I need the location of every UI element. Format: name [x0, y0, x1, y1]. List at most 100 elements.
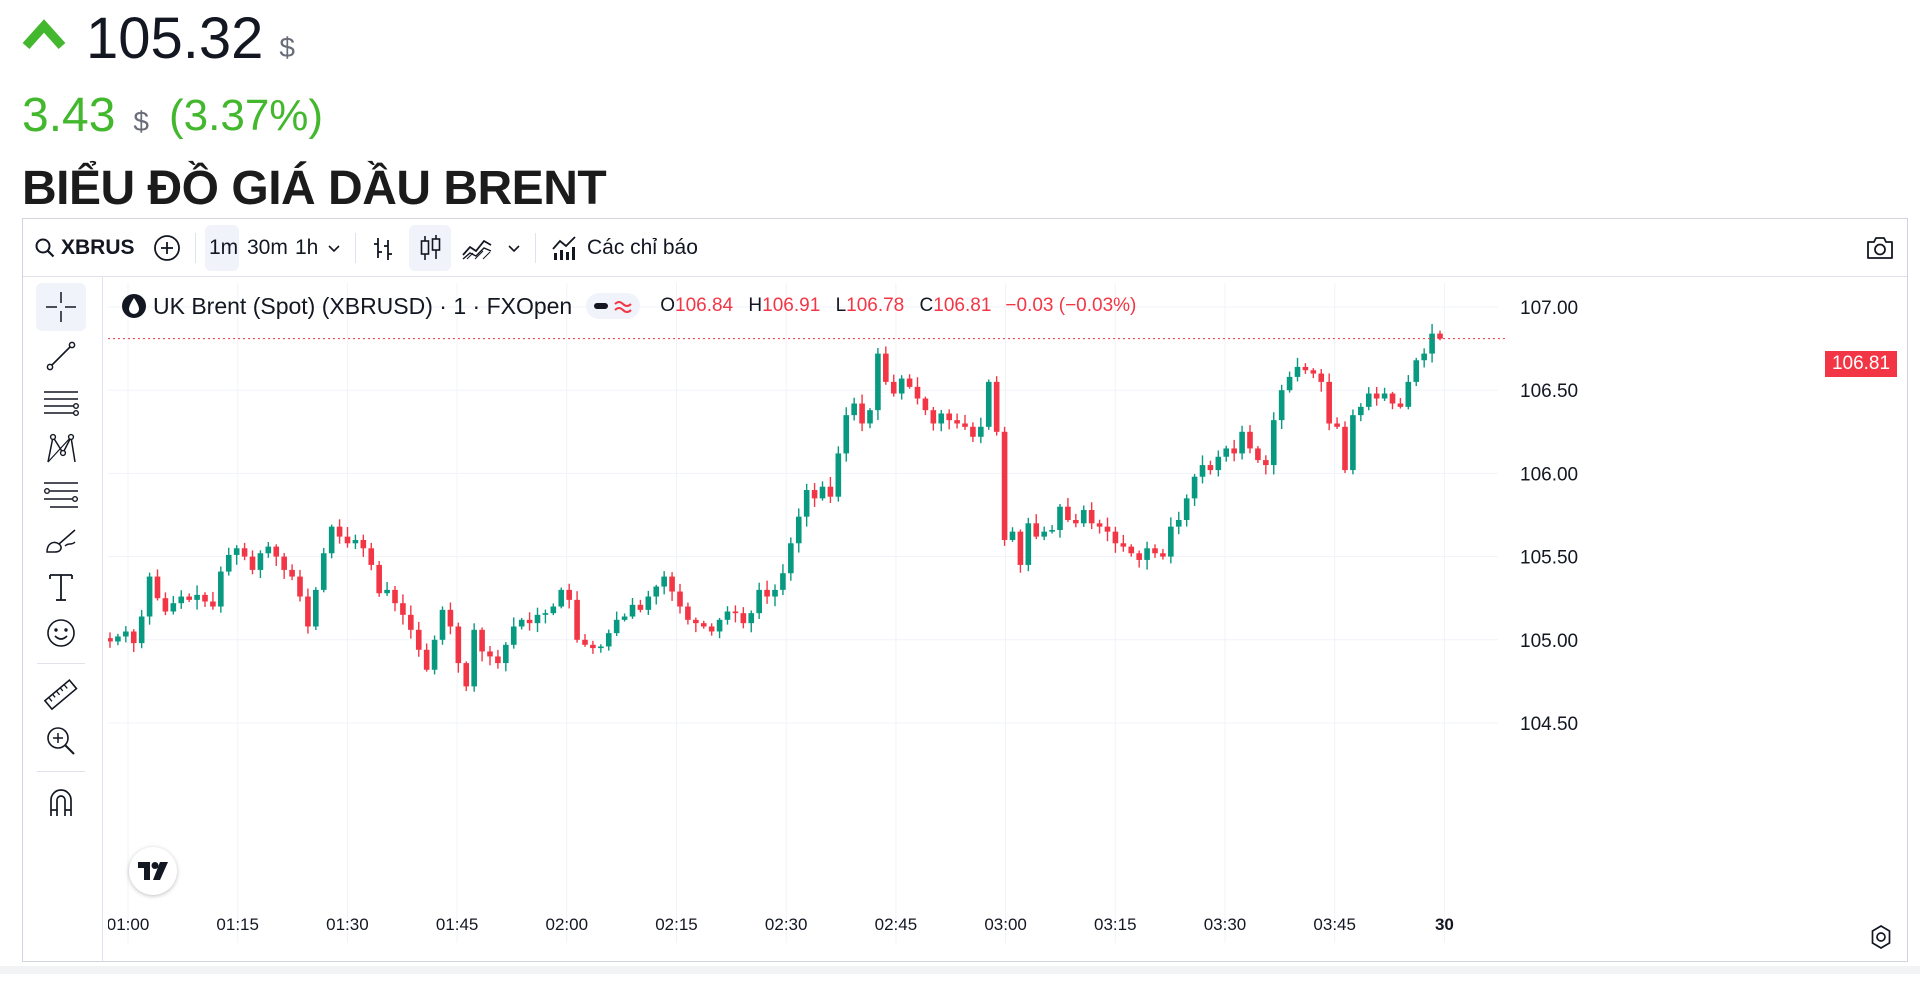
candle	[1065, 497, 1071, 522]
candle	[1183, 494, 1190, 527]
candle	[455, 622, 462, 673]
candle	[629, 598, 636, 619]
candle	[431, 635, 438, 675]
candle	[795, 508, 802, 553]
candle	[1413, 357, 1420, 387]
chart-widget: XBRUSD 1m 30m 1h	[22, 218, 1908, 962]
candle	[1318, 369, 1325, 392]
candle	[993, 376, 1000, 436]
candle	[819, 481, 826, 501]
crosshair-icon	[46, 292, 76, 322]
candle	[194, 585, 200, 610]
candle	[1009, 527, 1016, 542]
ruler-tool[interactable]	[36, 671, 86, 719]
candle	[566, 583, 572, 609]
fib-tool[interactable]	[36, 471, 86, 519]
candle-style-button[interactable]	[417, 219, 443, 277]
y-tick-label: 105.50	[1520, 548, 1578, 569]
chart-settings-button[interactable]	[1869, 925, 1893, 954]
candle	[788, 537, 794, 581]
indicators-icon	[552, 236, 576, 260]
candle	[780, 564, 786, 596]
price-chart[interactable]: 107.00 106.50 106.00 105.50 105.00 104.50 01:…	[108, 283, 1904, 959]
candle	[748, 610, 755, 633]
y-tick-label: 104.50	[1520, 714, 1578, 735]
parallel-lines-tool[interactable]	[36, 379, 86, 427]
candle	[1152, 544, 1158, 558]
candle	[281, 552, 287, 579]
tradingview-logo[interactable]	[129, 847, 177, 895]
interval-dropdown[interactable]	[327, 219, 341, 277]
text-tool[interactable]	[36, 563, 86, 611]
candle	[289, 564, 295, 581]
emoji-tool[interactable]	[36, 609, 86, 657]
candle	[518, 617, 525, 630]
candle	[392, 585, 398, 612]
brush-tool[interactable]	[36, 517, 86, 565]
change-currency: $	[133, 106, 149, 137]
candle	[653, 584, 660, 605]
candle	[835, 446, 842, 502]
compare-button[interactable]	[153, 219, 181, 277]
symbol-search[interactable]: XBRUSD	[35, 219, 135, 277]
approx-icon	[614, 301, 632, 313]
candle	[376, 561, 382, 597]
area-style-button[interactable]	[461, 219, 493, 277]
candle	[677, 583, 683, 614]
y-tick-label: 106.50	[1520, 381, 1578, 402]
magnet-tool[interactable]	[36, 779, 86, 827]
x-tick-label: 02:45	[875, 915, 918, 934]
candle	[115, 633, 121, 646]
x-tick-label: 03:15	[1094, 915, 1137, 934]
candle	[1278, 384, 1285, 430]
emoji-icon	[47, 619, 75, 647]
candle	[1397, 398, 1404, 409]
candle	[772, 584, 778, 607]
candle	[1191, 473, 1198, 506]
candle	[685, 602, 691, 625]
interval-30m[interactable]: 30m	[247, 236, 288, 259]
candle	[1294, 357, 1301, 382]
area-style-icon	[462, 239, 492, 260]
candle	[368, 542, 375, 571]
candle	[487, 645, 493, 666]
chart-type-dropdown[interactable]	[507, 219, 521, 277]
candle	[875, 348, 881, 421]
candle	[1247, 425, 1253, 454]
pattern-tool[interactable]	[36, 425, 86, 473]
candle	[550, 603, 557, 616]
legend-toggle[interactable]	[586, 293, 641, 319]
y-tick-label: 106.00	[1520, 464, 1578, 485]
bar-style-icon	[374, 238, 392, 260]
crosshair-tool[interactable]	[36, 283, 86, 331]
candle	[257, 550, 264, 579]
candle	[1231, 439, 1237, 462]
candle	[693, 617, 699, 633]
candle	[154, 569, 161, 601]
snapshot-button[interactable]	[1865, 219, 1895, 277]
trend-line-tool[interactable]	[36, 332, 86, 380]
candle	[479, 627, 485, 662]
quote-header: 105.32 $ 3.43 $ (3.37%)	[22, 8, 323, 142]
indicators-button[interactable]: Các chỉ báo	[551, 219, 698, 277]
interval-1h[interactable]: 1h	[295, 236, 319, 259]
interval-1m[interactable]: 1m	[209, 236, 239, 259]
candle	[582, 634, 588, 647]
candle	[962, 414, 968, 430]
zoom-in-tool[interactable]	[36, 717, 86, 765]
candle	[954, 413, 960, 429]
candle	[803, 483, 810, 527]
candle	[202, 592, 208, 607]
candle	[867, 408, 873, 429]
last-price-label: 106.81	[1825, 351, 1897, 377]
candle	[249, 550, 256, 575]
candle	[922, 396, 929, 416]
candle	[463, 661, 470, 692]
chart-toolbar: XBRUSD 1m 30m 1h	[23, 219, 1907, 277]
brush-icon	[46, 529, 76, 553]
candle	[1215, 450, 1222, 477]
bar-style-button[interactable]	[371, 219, 395, 277]
candle	[352, 534, 359, 550]
drawing-toolbar	[23, 277, 103, 961]
candle	[273, 544, 280, 566]
